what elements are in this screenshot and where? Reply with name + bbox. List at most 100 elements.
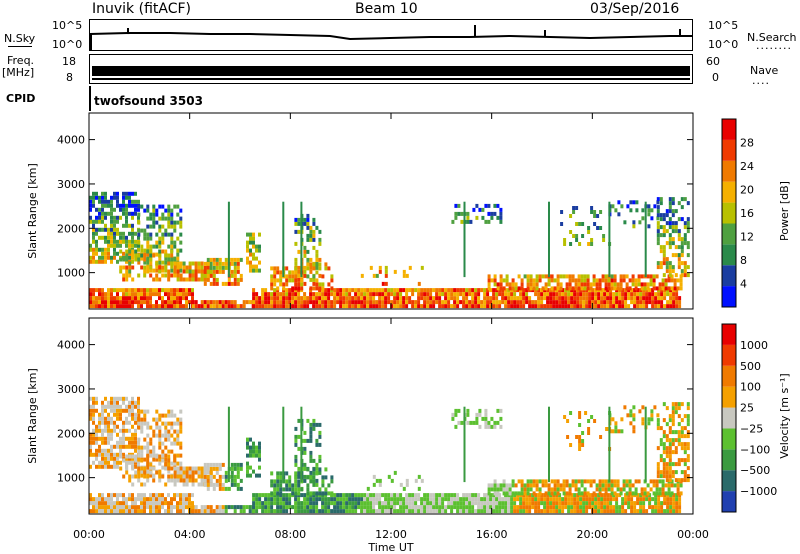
power-echo-cell: [656, 261, 660, 266]
power-echo-cell: [119, 203, 122, 208]
power-echo-cell: [666, 304, 670, 309]
velocity-echo-cell: [680, 434, 684, 439]
velocity-echo-cell: [651, 509, 655, 514]
velocity-echo-cell: [185, 493, 188, 498]
power-echo-cell: [246, 240, 249, 245]
power-echo-cell: [511, 278, 515, 283]
velocity-echo-cell: [140, 453, 144, 458]
power-echo-cell: [628, 278, 632, 283]
power-echo-cell: [131, 227, 134, 232]
power-echo-cell: [303, 304, 307, 309]
nsky-label: N.Sky: [4, 32, 36, 45]
power-echo-cell: [459, 288, 463, 293]
power-echo-cell: [303, 253, 307, 258]
power-echo-cell: [255, 300, 259, 305]
power-echo-cell: [191, 277, 195, 282]
velocity-echo-cell: [429, 505, 433, 510]
power-echo-cell: [423, 296, 427, 301]
power-echo-cell: [89, 259, 92, 264]
power-echo-cell: [562, 274, 566, 279]
velocity-echo-cell: [173, 470, 177, 475]
power-echo-cell: [569, 214, 573, 218]
power-echo-cell: [128, 231, 131, 236]
power-echo-cell: [155, 208, 159, 213]
power-echo-cell: [634, 282, 638, 287]
velocity-echo-cell: [104, 452, 107, 457]
power-echo-cell: [477, 304, 481, 309]
power-echo-cell: [131, 199, 134, 204]
power-echo-cell: [555, 292, 559, 297]
velocity-echo-cell: [197, 466, 201, 471]
power-echo-cell: [613, 286, 617, 291]
power-echo-cell: [125, 253, 129, 258]
velocity-echo-cell: [677, 406, 681, 411]
velocity-echo-cell: [562, 479, 566, 484]
power-echo-cell: [595, 286, 599, 291]
velocity-echo-cell: [492, 497, 496, 502]
power-echo-cell: [683, 221, 687, 226]
velocity-echo-cell: [372, 501, 376, 506]
velocity-echo-cell: [549, 497, 553, 502]
power-echo-cell: [170, 257, 174, 262]
velocity-echo-cell: [393, 493, 397, 498]
velocity-echo-cell: [104, 436, 107, 441]
power-echo-cell: [149, 257, 153, 262]
power-echo-cell: [508, 286, 512, 291]
velocity-echo-cell: [113, 404, 116, 409]
velocity-echo-cell: [558, 505, 562, 510]
velocity-echo-cell: [155, 493, 158, 498]
velocity-echo-cell: [309, 479, 313, 484]
velocity-echo-cell: [330, 497, 334, 502]
velocity-echo-cell: [249, 473, 252, 478]
velocity-echo-cell: [294, 509, 298, 514]
velocity-echo-cell: [258, 493, 262, 498]
velocity-echo-cell: [583, 487, 587, 492]
power-echo-cell: [588, 296, 592, 301]
velocity-colorbar-swatch: [722, 491, 736, 512]
power-echo-cell: [672, 296, 676, 301]
power-echo-cell: [276, 278, 280, 283]
velocity-echo-cell: [122, 396, 125, 401]
power-echo-cell: [134, 207, 137, 212]
velocity-echo-cell: [677, 458, 681, 463]
velocity-echo-cell: [585, 505, 589, 510]
power-echo-cell: [306, 304, 310, 309]
velocity-echo-cell: [529, 483, 533, 488]
power-echo-cell: [113, 207, 116, 212]
power-echo-cell: [580, 278, 584, 283]
velocity-echo-cell: [511, 491, 515, 496]
velocity-echo-cell: [658, 479, 662, 484]
velocity-echo-cell: [378, 482, 382, 487]
velocity-echo-cell: [676, 487, 680, 492]
power-echo-cell: [511, 282, 515, 287]
velocity-echo-cell: [224, 470, 228, 475]
power-echo-cell: [646, 274, 650, 279]
velocity-echo-cell: [98, 448, 101, 453]
power-echo-cell: [270, 278, 274, 283]
velocity-echo-cell: [236, 482, 240, 487]
velocity-echo-cell: [173, 461, 177, 466]
power-echo-cell: [564, 304, 568, 309]
power-echo-cell: [119, 207, 122, 212]
power-echo-cell: [134, 203, 137, 208]
velocity-echo-cell: [140, 509, 143, 514]
power-echo-cell: [656, 216, 660, 221]
velocity-echo-cell: [258, 505, 262, 510]
power-echo-cell: [590, 206, 594, 210]
velocity-echo-cell: [633, 501, 637, 506]
velocity-echo-cell: [414, 478, 418, 483]
velocity-echo-cell: [179, 474, 183, 479]
velocity-echo-cell: [513, 505, 517, 510]
power-echo-cell: [315, 265, 319, 270]
velocity-echo-cell: [258, 445, 261, 450]
velocity-echo-cell: [95, 440, 98, 445]
velocity-echo-cell: [360, 505, 364, 510]
velocity-echo-cell: [95, 452, 98, 457]
power-echo-cell: [318, 296, 322, 301]
velocity-echo-cell: [110, 432, 113, 437]
power-echo-cell: [593, 222, 597, 226]
power-echo-cell: [155, 232, 159, 237]
power-echo-cell: [315, 304, 319, 309]
power-colorbar-swatch: [722, 265, 736, 287]
velocity-echo-cell: [460, 420, 464, 425]
